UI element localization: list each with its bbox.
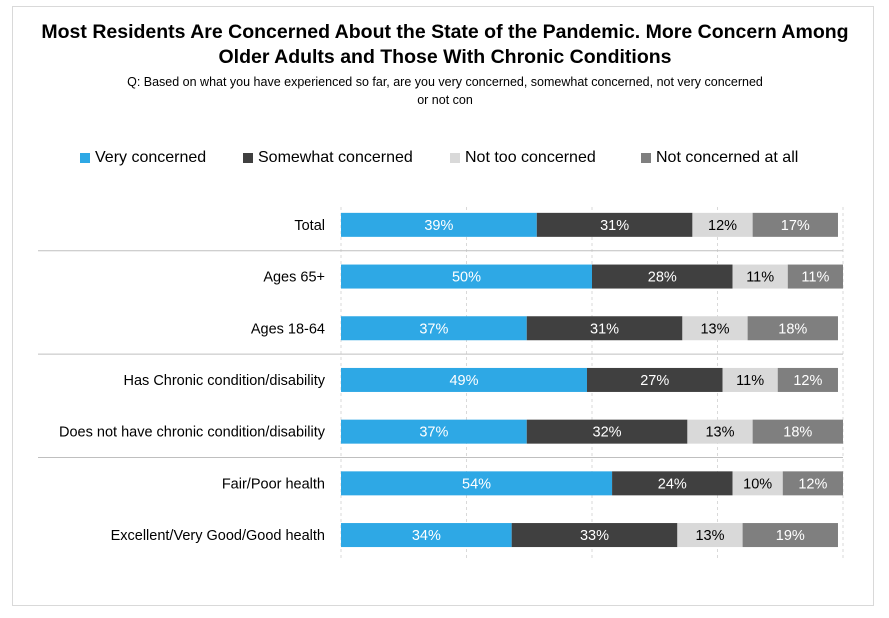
legend-label-not-concerned-at-all: Not concerned at all [656,149,799,166]
value-label-very-concerned-excellent-very-good-good-health: 34% [412,528,441,544]
bar-very-concerned-total [341,212,537,237]
value-label-not-concerned-at-all-fair-poor-health: 12% [798,476,827,492]
value-label-not-concerned-at-all-total: 17% [781,218,810,234]
value-label-not-too-concerned-does-not-have-chronic-condition-disability: 13% [705,425,734,441]
bar-not-concerned-at-all-fair-poor-health [782,471,843,496]
category-label-ages-65: Ages 65+ [263,270,325,286]
legend-item-not-too-concerned: Not too concerned [450,149,596,167]
bar-somewhat-concerned-excellent-very-good-good-health [511,523,678,548]
category-label-excellent-very-good-good-health: Excellent/Very Good/Good health [111,528,325,544]
legend-label-somewhat-concerned: Somewhat concerned [258,149,413,166]
value-label-very-concerned-ages-65: 50% [452,270,481,286]
chart-frame [12,6,874,606]
chart-subtitle: Q: Based on what you have experienced so… [127,75,763,107]
value-label-not-concerned-at-all-ages-65: 11% [801,270,829,286]
value-label-very-concerned-fair-poor-health: 54% [462,476,491,492]
bar-somewhat-concerned-does-not-have-chronic-condition-disability [526,419,688,444]
value-label-somewhat-concerned-ages-65: 28% [648,270,677,286]
bar-very-concerned-ages-18-64 [341,316,527,341]
bar-somewhat-concerned-ages-65 [592,264,733,289]
value-label-not-too-concerned-has-chronic-condition-disability: 11% [736,373,764,389]
value-label-very-concerned-ages-18-64: 37% [419,321,448,337]
value-label-somewhat-concerned-fair-poor-health: 24% [658,476,687,492]
bar-very-concerned-excellent-very-good-good-health [341,523,512,548]
bar-not-concerned-at-all-ages-65 [787,264,843,289]
bar-not-too-concerned-does-not-have-chronic-condition-disability [687,419,753,444]
legend-swatch-not-too-concerned [450,153,460,163]
value-label-very-concerned-does-not-have-chronic-condition-disability: 37% [419,425,448,441]
value-label-not-concerned-at-all-ages-18-64: 18% [778,321,807,337]
value-label-somewhat-concerned-total: 31% [600,218,629,234]
value-label-somewhat-concerned-does-not-have-chronic-condition-disability: 32% [593,425,622,441]
legend-swatch-somewhat-concerned [243,153,253,163]
chart-title: Most Residents Are Concerned About the S… [41,21,849,68]
value-label-very-concerned-has-chronic-condition-disability: 49% [449,373,478,389]
category-label-ages-18-64: Ages 18-64 [251,321,325,337]
bar-not-too-concerned-ages-18-64 [682,316,748,341]
legend-label-not-too-concerned: Not too concerned [465,149,596,166]
legend-label-very-concerned: Very concerned [95,149,207,166]
category-label-total: Total [294,218,325,234]
bar-not-concerned-at-all-ages-18-64 [747,316,838,341]
value-label-somewhat-concerned-excellent-very-good-good-health: 33% [580,528,609,544]
category-label-does-not-have-chronic-condition-disability: Does not have chronic condition/disabili… [59,425,326,441]
category-label-fair-poor-health: Fair/Poor health [222,476,325,492]
legend-swatch-very-concerned [80,153,90,163]
bar-not-too-concerned-ages-65 [732,264,788,289]
bar-not-concerned-at-all-excellent-very-good-good-health [742,523,838,548]
value-label-somewhat-concerned-ages-18-64: 31% [590,321,619,337]
bar-somewhat-concerned-total [536,212,693,237]
legend-item-somewhat-concerned: Somewhat concerned [243,149,413,167]
value-label-not-too-concerned-ages-65: 11% [746,270,774,286]
bar-not-concerned-at-all-total [752,212,838,237]
category-label-has-chronic-condition-disability: Has Chronic condition/disability [124,373,326,389]
legend: Very concerned Somewhat concerned Not to… [0,149,889,171]
value-label-not-concerned-at-all-excellent-very-good-good-health: 19% [776,528,805,544]
bar-very-concerned-has-chronic-condition-disability [341,367,587,392]
bar-not-too-concerned-total [692,212,753,237]
value-label-not-too-concerned-total: 12% [708,218,737,234]
bar-not-concerned-at-all-has-chronic-condition-disability [777,367,838,392]
bar-very-concerned-ages-65 [341,264,592,289]
bar-somewhat-concerned-has-chronic-condition-disability [586,367,723,392]
value-label-not-concerned-at-all-has-chronic-condition-disability: 12% [793,373,822,389]
bar-not-too-concerned-has-chronic-condition-disability [722,367,778,392]
value-label-very-concerned-total: 39% [424,218,453,234]
bar-not-too-concerned-excellent-very-good-good-health [677,523,743,548]
bar-not-too-concerned-fair-poor-health [732,471,783,496]
value-label-somewhat-concerned-has-chronic-condition-disability: 27% [640,373,669,389]
bar-very-concerned-fair-poor-health [341,471,613,496]
legend-item-not-concerned-at-all: Not concerned at all [641,149,798,167]
value-label-not-too-concerned-fair-poor-health: 10% [743,476,772,492]
value-label-not-too-concerned-excellent-very-good-good-health: 13% [695,528,724,544]
legend-swatch-not-concerned-at-all [641,153,651,163]
value-label-not-too-concerned-ages-18-64: 13% [700,321,729,337]
bar-somewhat-concerned-ages-18-64 [526,316,683,341]
bar-very-concerned-does-not-have-chronic-condition-disability [341,419,527,444]
bar-not-concerned-at-all-does-not-have-chronic-condition-disability [752,419,843,444]
bar-somewhat-concerned-fair-poor-health [612,471,733,496]
value-label-not-concerned-at-all-does-not-have-chronic-condition-disability: 18% [783,425,812,441]
legend-item-very-concerned: Very concerned [80,149,206,167]
